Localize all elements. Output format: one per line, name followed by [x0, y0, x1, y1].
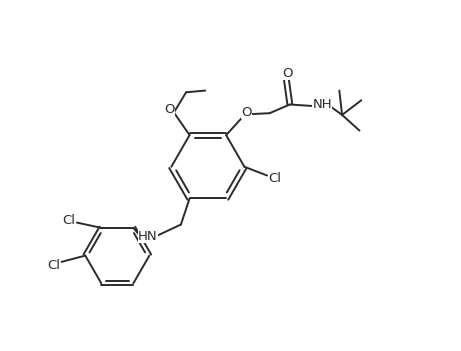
Text: O: O [164, 103, 175, 116]
Text: Cl: Cl [268, 172, 281, 185]
Text: O: O [241, 106, 252, 119]
Text: Cl: Cl [62, 214, 76, 227]
Text: NH: NH [313, 98, 332, 111]
Text: HN: HN [138, 230, 158, 243]
Text: Cl: Cl [47, 259, 60, 272]
Text: O: O [282, 67, 293, 80]
